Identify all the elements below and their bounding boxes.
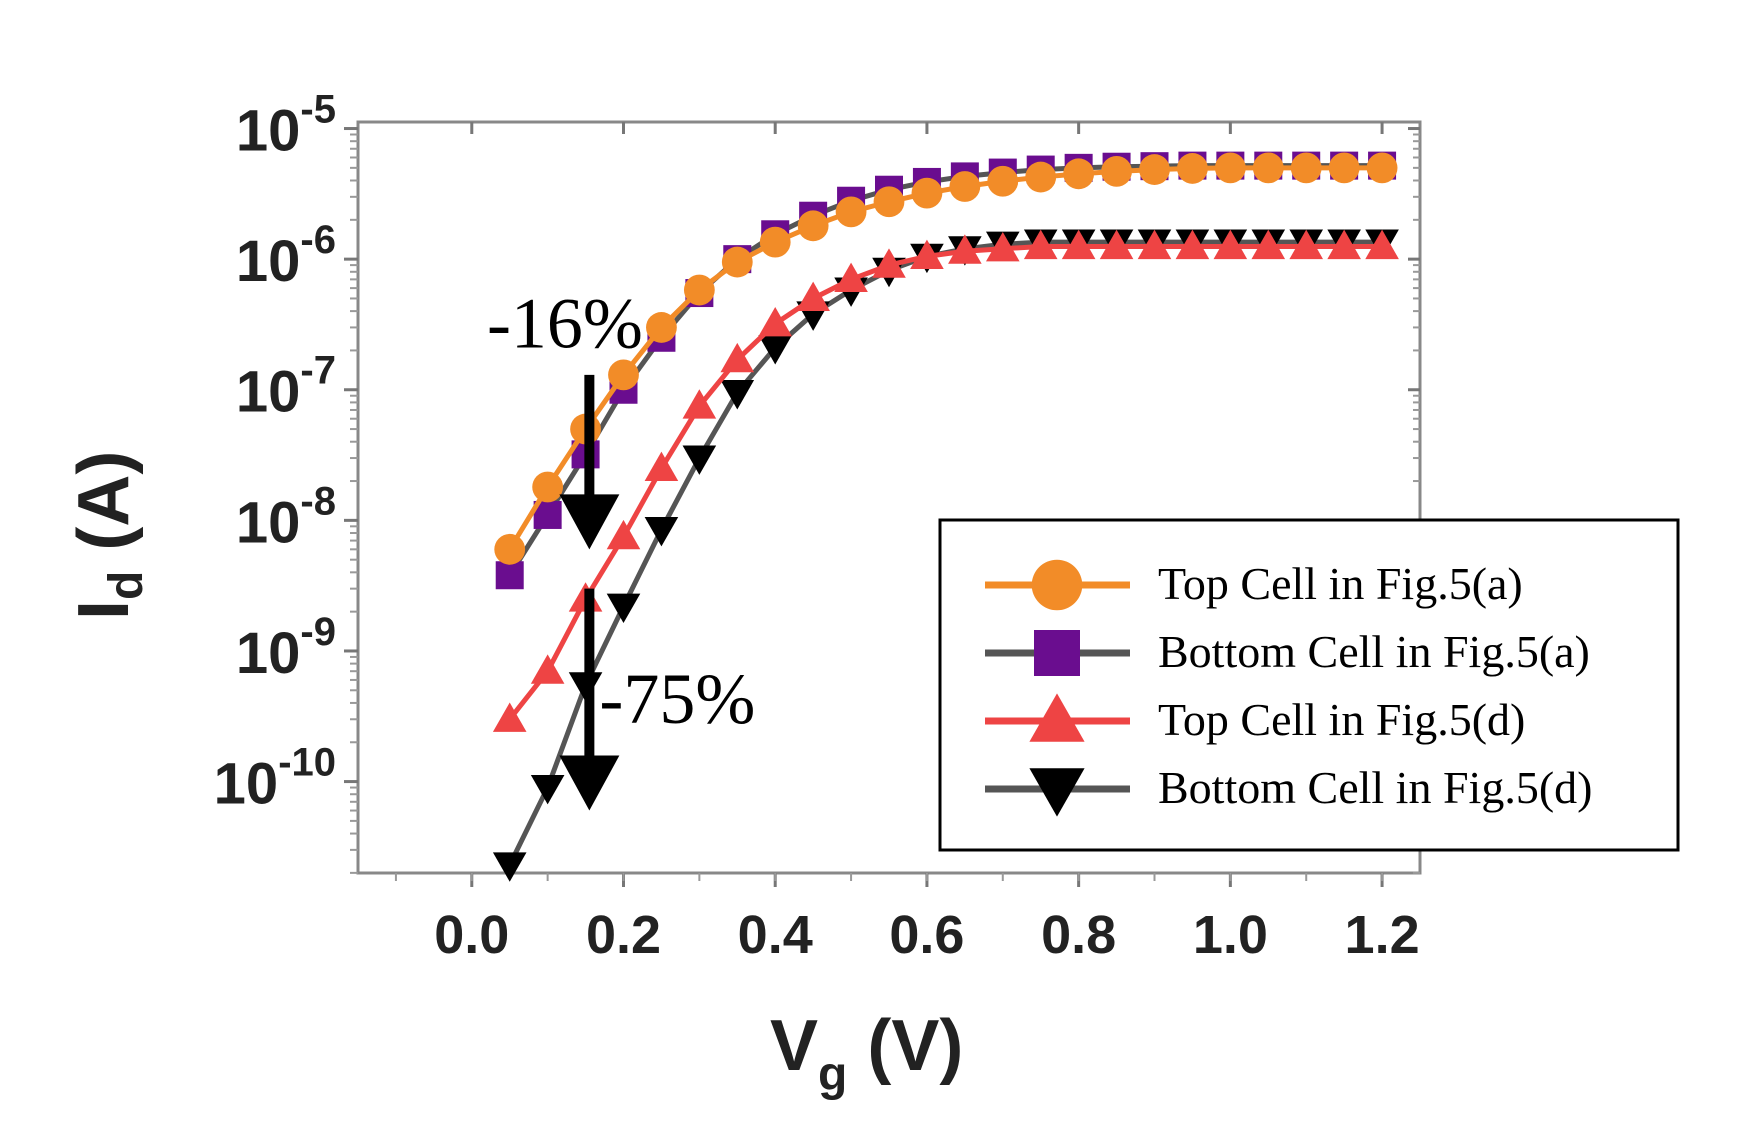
x-axis-label-unit: (V) [847,1006,963,1086]
data-point [1025,161,1057,193]
data-point [492,852,527,882]
y-axis-label-sub: d [100,571,153,600]
data-point [720,342,755,373]
data-point [1365,229,1399,260]
x-tick-label: 0.0 [434,905,509,965]
legend-label: Top Cell in Fig.5(a) [1158,558,1523,609]
annotation-label: -16% [487,283,643,363]
data-point [987,165,1019,197]
data-point [796,281,830,312]
data-point [720,380,755,410]
legend-marker [1029,693,1085,742]
plot-frame [356,120,1422,875]
annotation-arrow-head [559,755,620,811]
y-tick-label: 10-10 [214,741,336,817]
legend-label: Top Cell in Fig.5(d) [1158,694,1525,745]
data-point [1061,229,1096,260]
series-1 [494,152,1398,565]
legend: Top Cell in Fig.5(a) Bottom Cell in Fig.5… [938,518,1680,852]
x-axis-label: Vg (V) [770,1006,963,1101]
data-point [1101,155,1132,187]
legend-marker [1034,630,1080,676]
data-point [1063,158,1095,190]
legend-marker [1029,768,1085,817]
data-point [758,335,793,365]
data-point [758,306,793,337]
annotation-layer: -16% -75% [487,283,755,811]
x-tick-label: 1.0 [1193,905,1268,965]
data-point [1328,152,1360,184]
data-point [682,445,717,475]
data-point [1366,152,1398,184]
data-point [948,234,982,264]
data-point [646,312,677,343]
data-point [1289,229,1324,260]
x-tick-label: 0.6 [889,905,964,965]
data-point [985,231,1020,262]
data-point [644,516,679,547]
y-tick-label: 10-7 [236,349,336,425]
legend-label: Bottom Cell in Fig.5(a) [1158,626,1590,677]
series-line [507,163,1383,577]
y-axis-label: Id (A) [64,451,153,620]
data-point [606,593,641,624]
data-point [606,519,641,550]
data-point [910,239,944,269]
legend-marker [1031,559,1083,611]
x-tick-label: 0.4 [738,905,813,965]
x-tick-label: 1.2 [1345,905,1420,965]
annotation-label: -75% [599,659,755,739]
data-point [1251,229,1286,260]
x-tick-label: 0.2 [586,905,661,965]
data-point [494,533,526,565]
data-point [1175,229,1210,260]
y-tick-label: 10-8 [236,479,336,555]
data-point [872,248,906,278]
data-point [683,274,715,306]
data-point [1213,229,1248,260]
data-point [834,262,868,292]
data-point [682,389,717,419]
legend-item: Bottom Cell in Fig.5(d) [985,762,1592,817]
x-axis-label-sub: g [818,1048,847,1101]
data-point [495,561,524,590]
y-tick-label: 10-6 [236,218,336,294]
legend-label: Bottom Cell in Fig.5(d) [1158,762,1592,813]
data-point [492,702,527,732]
x-axis-label-main: V [770,1006,818,1086]
data-point [911,177,943,209]
y-tick-label: 10-9 [236,610,336,686]
data-point [1139,154,1170,185]
annotation-arrow-head [559,494,620,550]
data-point [1327,229,1361,260]
y-tick-label: 10-5 [236,88,336,164]
data-point [1099,229,1134,260]
legend-item: Top Cell in Fig.5(d) [985,693,1525,745]
y-axis-label-unit: (A) [64,451,144,571]
data-point [530,774,565,805]
data-point [1252,152,1284,184]
data-point [530,654,565,684]
data-point [1023,229,1058,260]
x-tick-label: 0.8 [1041,905,1116,965]
data-point [1290,152,1322,184]
data-point [797,210,829,242]
legend-item: Bottom Cell in Fig.5(a) [985,626,1590,677]
data-point [949,171,981,202]
data-point [721,246,753,278]
data-point [608,359,639,391]
y-axis-label-main: I [64,600,144,620]
data-point [835,196,867,228]
data-point [759,226,791,258]
data-point [532,471,564,503]
series-3 [492,229,1399,732]
data-point [1214,152,1246,184]
data-point [1137,229,1172,260]
data-point [1177,153,1208,184]
data-point [644,451,679,481]
data-point [873,186,905,218]
legend-item: Top Cell in Fig.5(a) [985,558,1523,611]
